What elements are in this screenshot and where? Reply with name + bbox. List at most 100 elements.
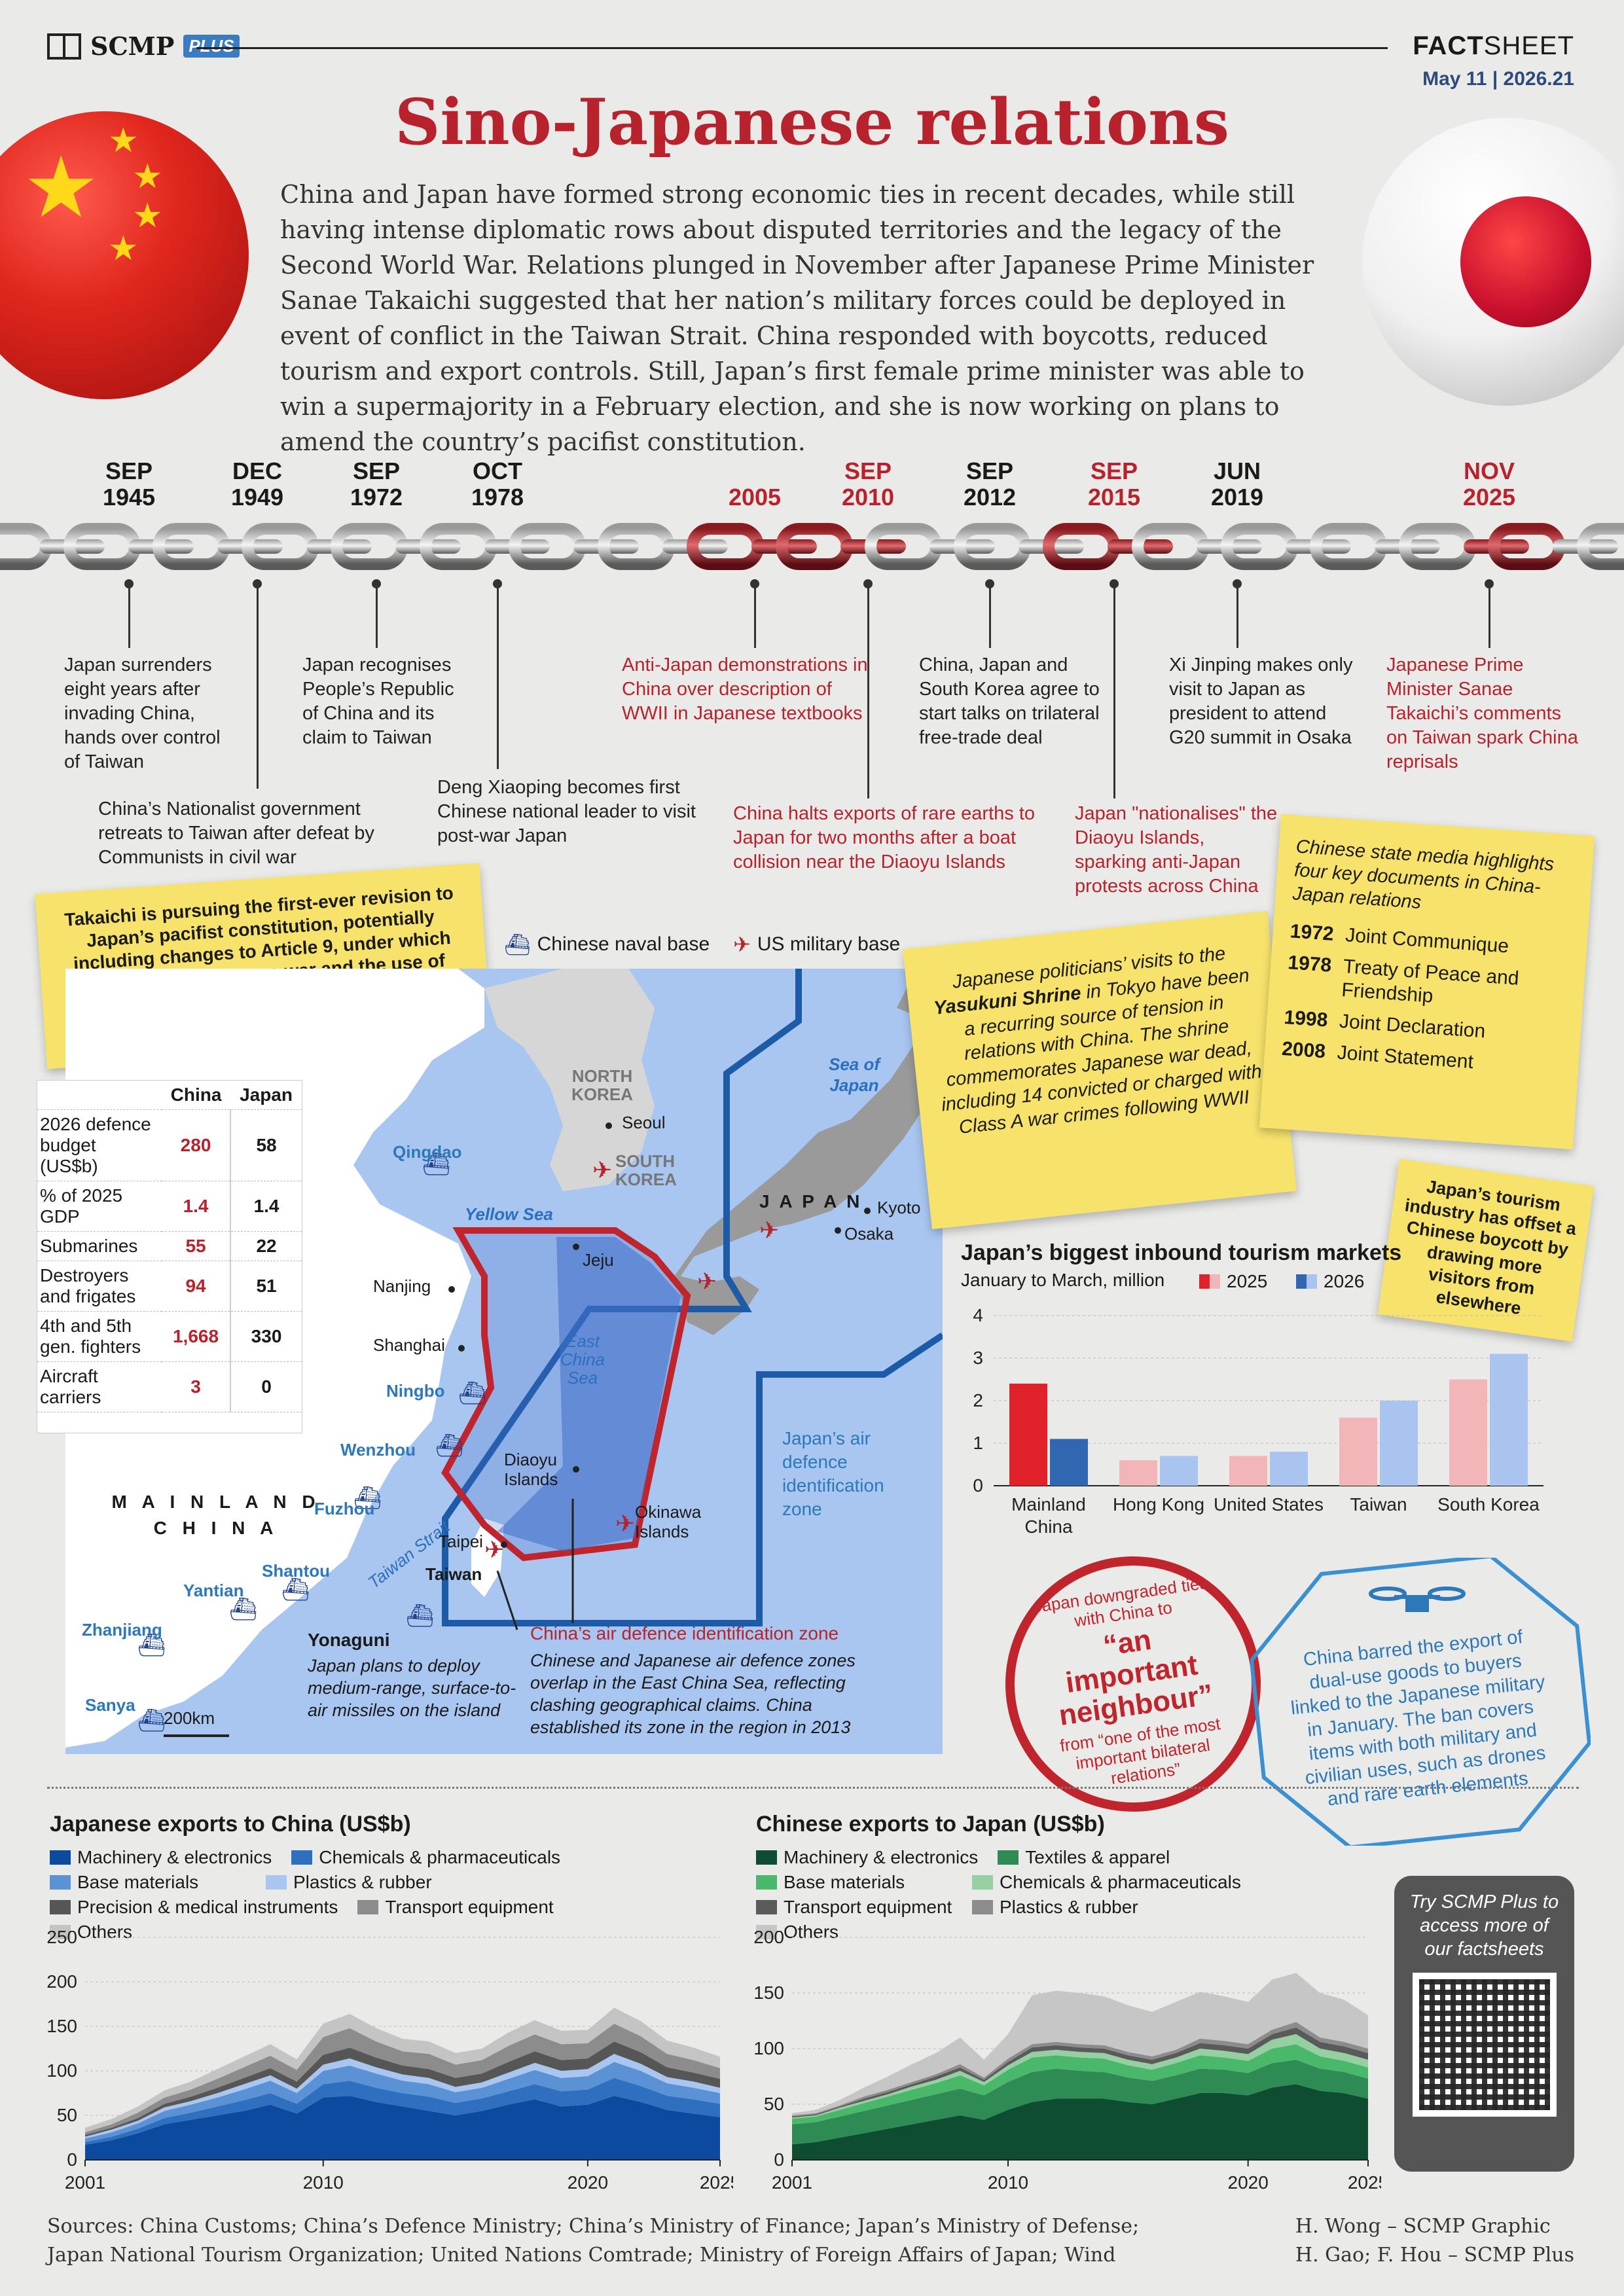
legend-label: Base materials [77,1872,199,1892]
table-corner-cell [37,1081,162,1110]
naval-base-icon: ⛴ [281,1577,310,1602]
intro-paragraph: China and Japan have formed strong econo… [280,180,1314,456]
timeline-event: Deng Xiaoping becomes first Chinese nati… [437,777,696,846]
label-shanghai: Shanghai [373,1335,445,1355]
label-taiwan: Taiwan [425,1564,482,1584]
label-fuzhou: Fuzhou [314,1499,375,1518]
y-tick-label: 0 [973,1475,983,1496]
timeline-year: 2012 [963,484,1017,511]
label-east-china-sea: East China Sea [560,1331,605,1388]
yonaguni-title: Yonaguni [308,1630,390,1650]
sources-line-1: Sources: China Customs; China’s Defence … [47,2215,1140,2238]
bar-2025 [1449,1379,1487,1486]
header-rule [196,47,1388,49]
table-row: % of 2025 GDP 1.4 1.4 [37,1181,302,1232]
us-base-icon: ✈ [697,1268,717,1295]
timeline-connector [1489,586,1490,648]
china-flag-ball: ★ ★ ★ ★ ★ [0,111,249,399]
y-tick-label: 50 [57,2105,77,2125]
area-series [792,2022,1368,2117]
label-zhanjiang: Zhanjiang [82,1620,162,1640]
bar-2026 [1160,1456,1198,1486]
timeline-date: NOV 2025 [1424,458,1555,511]
area-series [792,2027,1368,2118]
yasukuni-note: Japanese politicians’ visits to the Yasu… [903,910,1297,1230]
timeline-date: JUN 2019 [1172,458,1303,511]
timeline-dot [372,579,381,588]
label-qingdao: Qingdao [393,1142,462,1162]
label-ningbo: Ningbo [386,1381,445,1401]
timeline-dot [863,579,873,588]
city-dot [835,1227,841,1234]
timeline-dot [1485,579,1494,588]
legend-label: Machinery & electronics [77,1847,272,1867]
china-value: 1,668 [162,1311,232,1362]
x-tick-label: Taiwan [1350,1494,1407,1515]
timeline-dot [493,579,502,588]
legend-label: Machinery & electronics [784,1847,979,1867]
legend-item: Plastics & rubber [972,1897,1168,1918]
timeline-connector [989,586,991,648]
military-comparison-table: China Japan 2026 defence budget (US$b) 280… [37,1080,302,1433]
naval-base-icon: ⛴ [406,1604,434,1628]
timeline-year: 1945 [102,484,156,511]
chain-link [1577,523,1624,570]
timeline-connector [257,586,259,789]
city-dot [458,1345,465,1352]
brand-name: SCMP [90,31,175,61]
china-value: 3 [162,1361,232,1412]
tourism-chart-title: Japan’s biggest inbound tourism markets [961,1240,1402,1265]
y-tick-label: 0 [774,2149,784,2170]
city-dot [501,1541,507,1548]
area-series [792,1973,1368,2115]
bar-2025 [1339,1418,1377,1486]
factsheet-label: FACTSHEET [1413,31,1574,60]
y-tick-label: 4 [973,1305,983,1325]
sources-line-2: Japan National Tourism Organization; Uni… [47,2244,1116,2267]
legend-swatch [357,1900,379,1914]
x-tick-label: Hong Kong [1113,1494,1204,1515]
area-series [85,2041,720,2137]
jp-exports-legend: Machinery & electronics Chemicals & pharm… [50,1847,737,1943]
japan-adiz-line [442,969,943,1626]
timeline-year: 1972 [350,484,403,511]
japan-value: 58 [230,1109,302,1181]
label-north-korea: NORTH KOREA [571,1066,633,1104]
timeline-dot [1110,579,1119,588]
timeline-date: SEP 2012 [924,458,1055,511]
y-tick-label: 250 [46,1931,77,1947]
japan-value: 51 [230,1261,302,1312]
x-tick-label: United States [1214,1494,1324,1515]
timeline-month: NOV [1463,457,1515,484]
brand-plus-badge: PLUS [183,35,240,58]
bar-2025 [1229,1456,1267,1486]
japan-islands [674,1021,943,1335]
section-divider [47,1787,1579,1789]
y-tick-label: 150 [753,1982,784,2003]
label-diaoyu: Diaoyu Islands [504,1450,558,1489]
timeline-chain [0,523,1624,570]
timeline-dot [1233,579,1242,588]
scmp-plus-promo[interactable]: Try SCMP Plus to access more of our fact… [1394,1876,1574,2172]
qr-code-icon[interactable] [1412,1973,1557,2117]
timeline-event: Anti-Japan demonstrations in China over … [622,655,868,724]
legend-swatch [291,1850,313,1865]
city-dot [864,1208,871,1214]
city-dot [448,1286,455,1293]
timeline-year: 1949 [230,484,284,511]
legend-swatch [266,1875,287,1890]
area-series [85,2062,720,2142]
label-sea-of-japan: Sea of Japan [828,1054,880,1095]
legend-label: Chemicals & pharmaceuticals [1000,1872,1241,1892]
naval-base-icon: ⛴ [353,1486,382,1511]
document-name: Treaty of Peace and Friendship [1341,956,1520,1007]
cn-exports-area-chart: 0 50 100 150 200 2001 2010 2020 2025 [753,1931,1381,2193]
us-base-icon: ✈ [615,1510,635,1537]
bar-2025 [1009,1384,1047,1486]
legend-swatch [50,1925,71,1939]
legend-swatch [756,1925,777,1939]
documents-title: Chinese state media highlights four key … [1291,836,1555,914]
x-tick-label: South Korea [1437,1494,1540,1515]
head-china: China [162,1081,231,1110]
scmp-logo[interactable]: SCMP PLUS [47,31,240,61]
